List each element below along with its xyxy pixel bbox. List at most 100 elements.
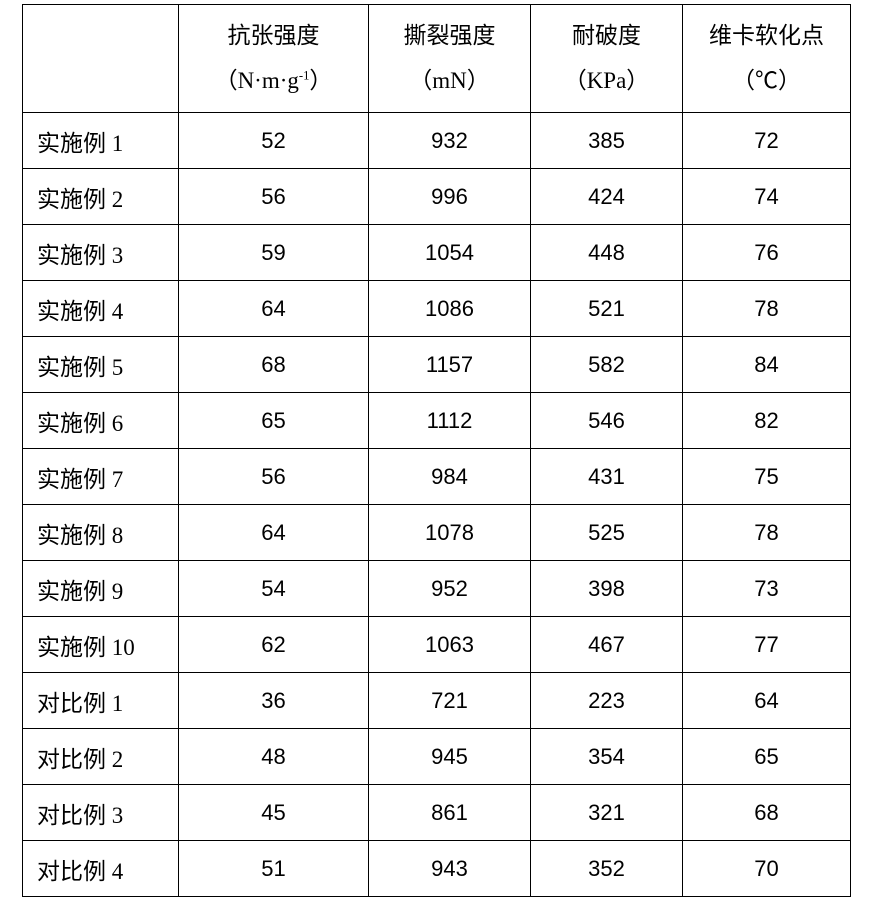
cell-value: 64 [179, 281, 369, 337]
table-body: 实施例 1 52 932 385 72 实施例 2 56 996 424 74 … [23, 113, 851, 897]
cell-value: 546 [531, 393, 683, 449]
cell-value: 65 [179, 393, 369, 449]
cell-value: 65 [683, 729, 851, 785]
cell-value: 1112 [369, 393, 531, 449]
cell-value: 223 [531, 673, 683, 729]
header-line2: （KPa） [564, 68, 650, 93]
table-row: 实施例 5 68 1157 582 84 [23, 337, 851, 393]
table-row: 实施例 2 56 996 424 74 [23, 169, 851, 225]
row-label: 实施例 7 [23, 449, 179, 505]
row-label: 实施例 3 [23, 225, 179, 281]
table-row: 对比例 3 45 861 321 68 [23, 785, 851, 841]
cell-value: 56 [179, 449, 369, 505]
cell-value: 82 [683, 393, 851, 449]
cell-value: 54 [179, 561, 369, 617]
cell-value: 36 [179, 673, 369, 729]
cell-value: 582 [531, 337, 683, 393]
header-line1: 抗张强度 [228, 23, 320, 48]
cell-value: 385 [531, 113, 683, 169]
cell-value: 521 [531, 281, 683, 337]
cell-value: 996 [369, 169, 531, 225]
page-container: 抗张强度 （N·m·g-1） 撕裂强度 （mN） 耐破度 （KPa） [0, 0, 872, 909]
cell-value: 932 [369, 113, 531, 169]
cell-value: 424 [531, 169, 683, 225]
cell-value: 945 [369, 729, 531, 785]
cell-value: 984 [369, 449, 531, 505]
cell-value: 52 [179, 113, 369, 169]
cell-value: 45 [179, 785, 369, 841]
table-row: 对比例 2 48 945 354 65 [23, 729, 851, 785]
cell-value: 70 [683, 841, 851, 897]
row-label: 对比例 2 [23, 729, 179, 785]
cell-value: 84 [683, 337, 851, 393]
cell-value: 59 [179, 225, 369, 281]
results-table: 抗张强度 （N·m·g-1） 撕裂强度 （mN） 耐破度 （KPa） [22, 4, 851, 897]
cell-value: 56 [179, 169, 369, 225]
row-label: 实施例 6 [23, 393, 179, 449]
cell-value: 952 [369, 561, 531, 617]
row-label: 实施例 9 [23, 561, 179, 617]
cell-value: 1063 [369, 617, 531, 673]
header-line2: （℃） [732, 68, 801, 93]
table-row: 实施例 9 54 952 398 73 [23, 561, 851, 617]
cell-value: 73 [683, 561, 851, 617]
header-row: 抗张强度 （N·m·g-1） 撕裂强度 （mN） 耐破度 （KPa） [23, 5, 851, 113]
row-label: 实施例 10 [23, 617, 179, 673]
header-cell-blank [23, 5, 179, 113]
table-row: 实施例 8 64 1078 525 78 [23, 505, 851, 561]
table-row: 对比例 4 51 943 352 70 [23, 841, 851, 897]
header-cell-burst: 耐破度 （KPa） [531, 5, 683, 113]
row-label: 对比例 1 [23, 673, 179, 729]
table-row: 实施例 1 52 932 385 72 [23, 113, 851, 169]
cell-value: 467 [531, 617, 683, 673]
cell-value: 943 [369, 841, 531, 897]
header-cell-tear: 撕裂强度 （mN） [369, 5, 531, 113]
cell-value: 398 [531, 561, 683, 617]
cell-value: 77 [683, 617, 851, 673]
cell-value: 75 [683, 449, 851, 505]
cell-value: 721 [369, 673, 531, 729]
table-row: 实施例 10 62 1063 467 77 [23, 617, 851, 673]
table-row: 实施例 6 65 1112 546 82 [23, 393, 851, 449]
cell-value: 62 [179, 617, 369, 673]
header-line1: 耐破度 [572, 23, 641, 48]
cell-value: 48 [179, 729, 369, 785]
row-label: 实施例 1 [23, 113, 179, 169]
cell-value: 78 [683, 505, 851, 561]
cell-value: 321 [531, 785, 683, 841]
cell-value: 525 [531, 505, 683, 561]
header-cell-tensile: 抗张强度 （N·m·g-1） [179, 5, 369, 113]
row-label: 对比例 3 [23, 785, 179, 841]
cell-value: 68 [683, 785, 851, 841]
cell-value: 1054 [369, 225, 531, 281]
cell-value: 76 [683, 225, 851, 281]
cell-value: 78 [683, 281, 851, 337]
row-label: 实施例 8 [23, 505, 179, 561]
header-line2: （mN） [409, 68, 490, 93]
cell-value: 1157 [369, 337, 531, 393]
cell-value: 72 [683, 113, 851, 169]
header-line2: （N·m·g-1） [215, 68, 333, 93]
header-line1: 撕裂强度 [404, 23, 496, 48]
header-cell-vicat: 维卡软化点 （℃） [683, 5, 851, 113]
cell-value: 861 [369, 785, 531, 841]
cell-value: 352 [531, 841, 683, 897]
table-row: 实施例 4 64 1086 521 78 [23, 281, 851, 337]
row-label: 实施例 4 [23, 281, 179, 337]
row-label: 实施例 2 [23, 169, 179, 225]
cell-value: 64 [683, 673, 851, 729]
cell-value: 1078 [369, 505, 531, 561]
cell-value: 51 [179, 841, 369, 897]
cell-value: 68 [179, 337, 369, 393]
row-label: 对比例 4 [23, 841, 179, 897]
cell-value: 1086 [369, 281, 531, 337]
table-header: 抗张强度 （N·m·g-1） 撕裂强度 （mN） 耐破度 （KPa） [23, 5, 851, 113]
table-row: 对比例 1 36 721 223 64 [23, 673, 851, 729]
cell-value: 354 [531, 729, 683, 785]
cell-value: 74 [683, 169, 851, 225]
cell-value: 431 [531, 449, 683, 505]
table-row: 实施例 7 56 984 431 75 [23, 449, 851, 505]
row-label: 实施例 5 [23, 337, 179, 393]
header-line1: 维卡软化点 [709, 23, 824, 48]
cell-value: 448 [531, 225, 683, 281]
